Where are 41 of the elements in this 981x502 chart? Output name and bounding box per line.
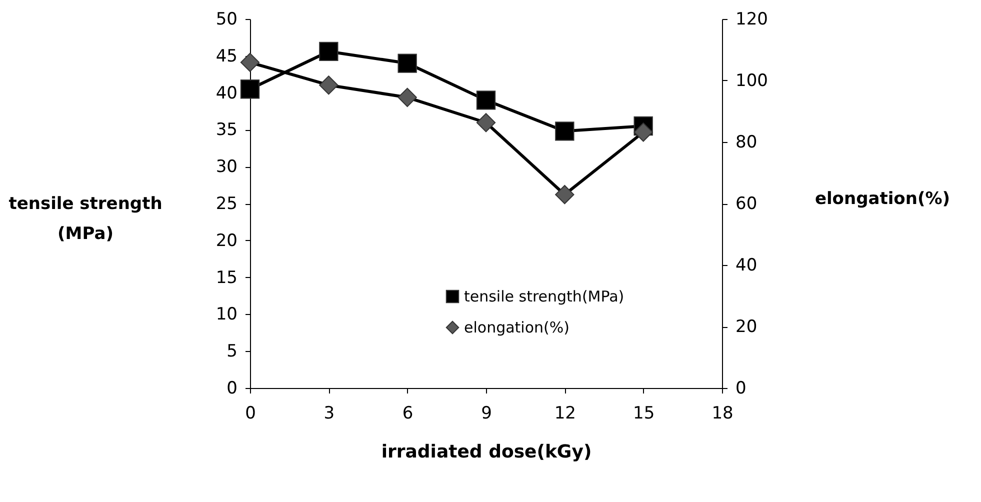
y2-tick-label: 80 (736, 132, 758, 152)
point (555, 185, 574, 204)
y-tick-label: 50 (216, 10, 238, 30)
point (634, 122, 653, 142)
y-axis-title: tensile strength (MPa) (8, 194, 162, 244)
y-tick-label: 35 (216, 120, 238, 140)
x-tick-label: 3 (324, 404, 335, 424)
y-tick-label: 5 (226, 342, 238, 362)
y2-tick-label: 20 (736, 317, 758, 337)
point (319, 42, 338, 62)
x-tick-label: 18 (712, 404, 734, 424)
y2-axis-title: elongation(%) (814, 189, 950, 209)
y-tick-label: 45 (216, 46, 238, 66)
y-tick-label: 10 (216, 304, 238, 325)
x-tick-label: 12 (554, 404, 576, 424)
point (476, 113, 496, 132)
point (240, 52, 260, 72)
y2-tick-label: 120 (736, 10, 768, 30)
x-tick-label: 15 (633, 404, 655, 424)
y2-tick-label: 100 (736, 71, 768, 91)
y-tick-label: 20 (216, 230, 238, 251)
x-tick-label: 0 (245, 404, 256, 424)
point (398, 54, 417, 73)
y2-tick-label: 60 (736, 194, 758, 214)
legend-label: elongation(%) (464, 318, 570, 336)
y2-tick-label: 0 (736, 378, 746, 398)
point (319, 76, 338, 95)
y-tick-label: 15 (216, 268, 238, 288)
x-axis-title: irradiated dose(kGy) (381, 442, 592, 462)
y-tick-label: 40 (216, 83, 238, 104)
y-tick-label: 25 (216, 194, 238, 214)
legend-label: tensile strength(MPa) (464, 288, 624, 306)
point (398, 88, 417, 107)
y-tick-label: 30 (216, 157, 238, 178)
point (240, 80, 260, 99)
y-tick-label: 0 (226, 378, 238, 398)
x-tick-label: 6 (402, 404, 414, 424)
x-tick-label: 9 (481, 404, 492, 424)
y2-tick-label: 40 (736, 256, 758, 276)
point (555, 122, 574, 141)
point (476, 90, 496, 110)
